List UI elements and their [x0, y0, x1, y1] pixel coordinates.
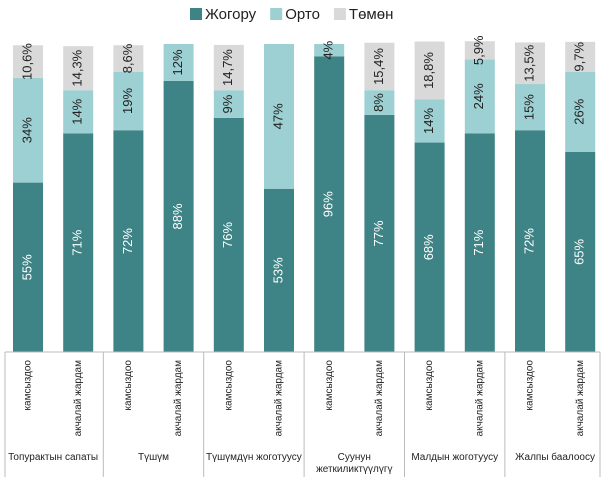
group-label: Түшүм [137, 452, 169, 463]
bar-segment [515, 42, 545, 85]
bar-segment [63, 90, 94, 134]
bar-segment [314, 56, 345, 352]
value-label: 14% [421, 108, 436, 134]
value-label: 96% [321, 191, 336, 217]
group-label: Түшүмдүн жоготуусу [206, 452, 302, 463]
x-tick-label: акчалай жардам [575, 360, 586, 436]
bar-segment [364, 114, 395, 352]
bar-segment [565, 71, 596, 152]
value-label: 15% [521, 94, 536, 120]
legend-label: Жогору [205, 6, 257, 23]
value-label: 88% [170, 203, 185, 229]
value-label: 10,6% [19, 43, 34, 80]
legend-swatch [190, 8, 202, 20]
value-label: 13,5% [521, 44, 536, 81]
x-tick-label: акчалай жардам [73, 360, 84, 436]
bar-segment [113, 45, 144, 72]
bar-segment [464, 133, 495, 352]
bar-segment [63, 46, 94, 91]
bar-segment [515, 130, 545, 352]
bar-segment [264, 188, 294, 352]
bar-segment [13, 77, 43, 183]
x-tick-label: камсыздоо [123, 360, 134, 411]
value-label: 9% [220, 94, 235, 113]
x-tick-label: акчалай жардам [474, 360, 485, 436]
bar-segment [63, 133, 94, 352]
value-label: 4% [321, 40, 336, 59]
value-label: 5,9% [471, 35, 486, 65]
value-label: 24% [471, 83, 486, 109]
bar-segment [13, 182, 43, 352]
value-label: 71% [70, 229, 85, 255]
bar-segment [565, 151, 596, 352]
group-label: Суунун жеткиликтүүлүгү [316, 452, 393, 475]
group-label: Жалпы баалоосу [515, 452, 595, 463]
value-label: 71% [471, 229, 486, 255]
value-label: 76% [220, 222, 235, 248]
value-label: 26% [572, 98, 587, 124]
value-label: 8% [371, 93, 386, 112]
value-label: 9,7% [572, 42, 587, 72]
bar-segment [565, 41, 596, 72]
value-label: 53% [270, 257, 285, 283]
legend-label: Орто [285, 6, 320, 23]
bar-segment [364, 42, 395, 91]
bar-segment [213, 90, 244, 118]
bar-segment [163, 44, 194, 81]
value-label: 47% [270, 103, 285, 129]
value-label: 14,7% [220, 49, 235, 86]
x-tick-label: камсыздоо [525, 360, 536, 411]
legend-swatch [333, 8, 346, 20]
bar-segment [213, 117, 244, 352]
value-label: 12% [170, 49, 185, 75]
bar-segment [414, 142, 445, 352]
value-label: 72% [120, 228, 135, 254]
value-label: 65% [572, 238, 587, 264]
x-tick-label: акчалай жардам [374, 360, 385, 436]
x-tick-label: акчалай жардам [173, 360, 184, 436]
legend-label: Төмөн [349, 6, 393, 23]
group-label: Малдын жоготуусу [411, 452, 499, 463]
value-label: 19% [120, 88, 135, 114]
x-tick-label: камсыздоо [223, 360, 234, 411]
x-tick-label: камсыздоо [23, 360, 34, 411]
bar-segment [314, 44, 345, 57]
value-label: 68% [421, 234, 436, 260]
bar-segment [414, 99, 445, 143]
value-label: 18,8% [421, 52, 436, 89]
x-tick-label: акчалай жардам [274, 360, 285, 436]
value-label: 8,6% [120, 43, 135, 73]
bar-segment [113, 71, 144, 131]
value-label: 72% [521, 228, 536, 254]
value-label: 77% [371, 220, 386, 246]
bar-segment [113, 130, 144, 352]
value-label: 14,3% [70, 49, 85, 86]
value-label: 14% [70, 98, 85, 124]
bar-segment [364, 90, 395, 115]
value-label: 15,4% [371, 48, 386, 85]
x-tick-label: камсыздоо [424, 360, 435, 411]
value-label: 34% [19, 117, 34, 143]
bar-segment [213, 44, 244, 91]
group-label: Топурактын сапаты [8, 452, 99, 463]
x-tick-label: камсыздоо [324, 360, 335, 411]
value-label: 55% [19, 254, 34, 280]
bar-segment [13, 45, 43, 78]
bar-segment [464, 59, 495, 134]
bar-segment [414, 41, 445, 100]
bar-segment [464, 41, 495, 60]
legend-swatch [270, 8, 283, 20]
bar-segment [163, 80, 194, 353]
bar-segment [515, 84, 545, 131]
bar-segment [264, 44, 294, 189]
